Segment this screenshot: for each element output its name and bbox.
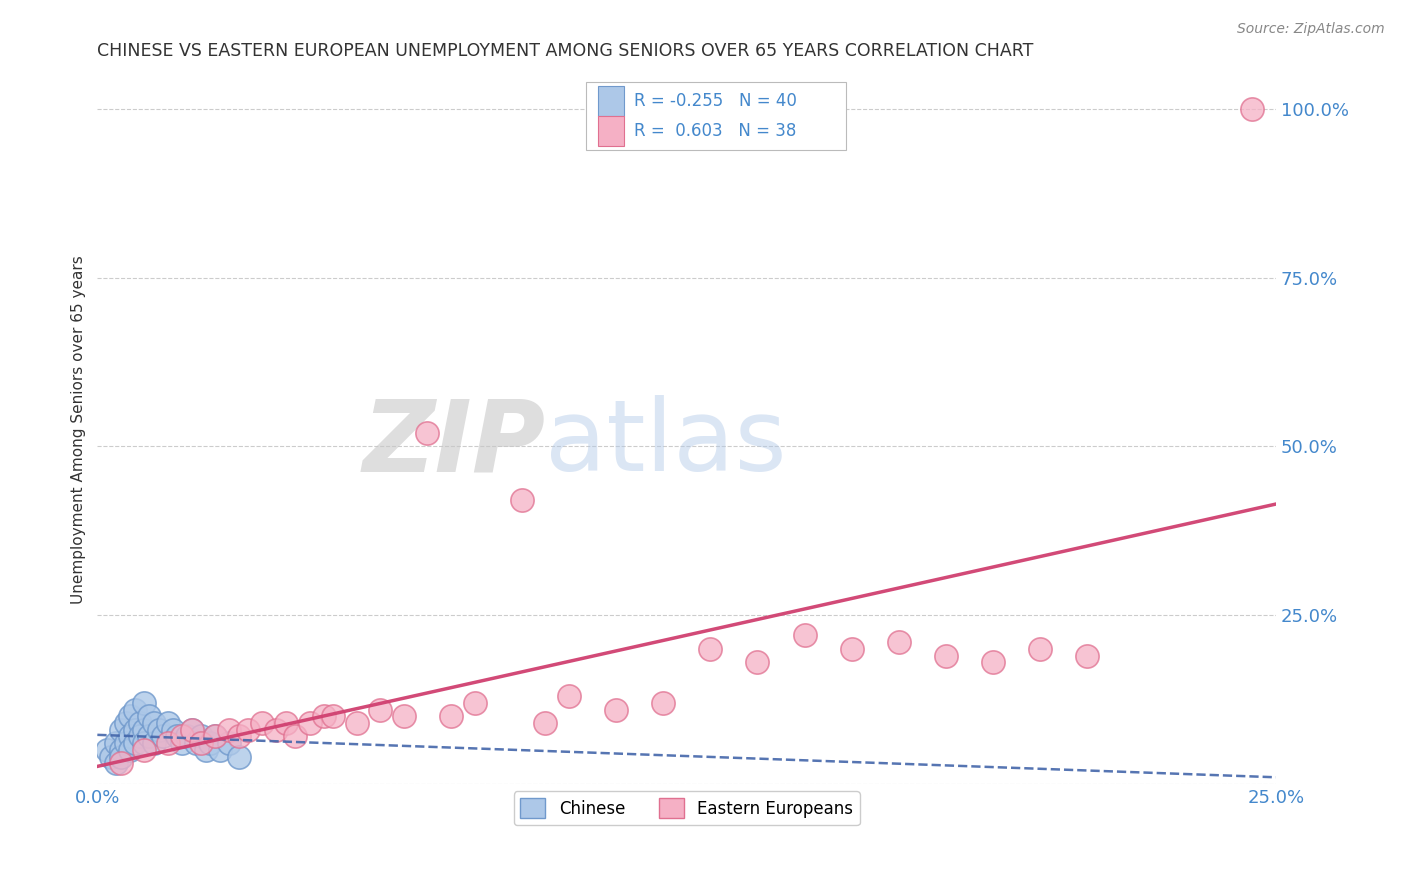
Point — [176, 730, 198, 744]
Point — [180, 723, 202, 737]
Text: Source: ZipAtlas.com: Source: ZipAtlas.com — [1237, 22, 1385, 37]
Point — [228, 749, 250, 764]
Text: atlas: atlas — [546, 395, 787, 492]
Point — [148, 723, 170, 737]
Point — [190, 736, 212, 750]
Point — [605, 702, 627, 716]
Point — [180, 723, 202, 737]
Point — [793, 628, 815, 642]
Point — [266, 723, 288, 737]
Point — [208, 743, 231, 757]
Point — [298, 716, 321, 731]
Point — [1241, 102, 1264, 116]
Point — [157, 716, 180, 731]
Point — [124, 702, 146, 716]
Point — [416, 425, 439, 440]
FancyBboxPatch shape — [599, 87, 624, 116]
Point — [120, 743, 142, 757]
Point — [114, 736, 136, 750]
Point — [392, 709, 415, 723]
Text: R =  0.603   N = 38: R = 0.603 N = 38 — [634, 121, 796, 140]
Point — [218, 723, 240, 737]
Point — [887, 635, 910, 649]
Point — [124, 723, 146, 737]
Y-axis label: Unemployment Among Seniors over 65 years: Unemployment Among Seniors over 65 years — [72, 255, 86, 604]
Point — [284, 730, 307, 744]
Point — [128, 730, 150, 744]
Point — [100, 749, 122, 764]
Point — [274, 716, 297, 731]
Legend: Chinese, Eastern Europeans: Chinese, Eastern Europeans — [513, 791, 859, 825]
Point — [138, 709, 160, 723]
Point — [194, 743, 217, 757]
Point — [1029, 641, 1052, 656]
Point — [981, 655, 1004, 669]
Point — [134, 743, 156, 757]
Point — [558, 689, 581, 703]
Point — [312, 709, 335, 723]
Point — [172, 730, 194, 744]
Point — [134, 736, 156, 750]
Point — [105, 736, 128, 750]
Point — [114, 716, 136, 731]
Point — [162, 723, 184, 737]
Point — [120, 730, 142, 744]
Point — [142, 736, 165, 750]
Point — [128, 716, 150, 731]
Point — [218, 736, 240, 750]
Point — [322, 709, 344, 723]
Point — [138, 730, 160, 744]
Point — [166, 730, 188, 744]
Point — [134, 696, 156, 710]
Point — [440, 709, 463, 723]
Point — [346, 716, 368, 731]
Point — [1076, 648, 1098, 663]
Point — [204, 730, 226, 744]
Point — [96, 743, 118, 757]
Point — [120, 709, 142, 723]
Point — [841, 641, 863, 656]
Point — [110, 723, 132, 737]
Point — [252, 716, 274, 731]
Point — [134, 723, 156, 737]
Text: CHINESE VS EASTERN EUROPEAN UNEMPLOYMENT AMONG SENIORS OVER 65 YEARS CORRELATION: CHINESE VS EASTERN EUROPEAN UNEMPLOYMENT… — [97, 42, 1033, 60]
Point — [747, 655, 769, 669]
Point — [110, 749, 132, 764]
Point — [699, 641, 721, 656]
Point — [152, 730, 174, 744]
Point — [368, 702, 391, 716]
Point — [105, 756, 128, 771]
Point — [935, 648, 957, 663]
Point — [124, 736, 146, 750]
Point — [142, 716, 165, 731]
Point — [228, 730, 250, 744]
Point — [110, 743, 132, 757]
Point — [204, 730, 226, 744]
Point — [110, 756, 132, 771]
Point — [238, 723, 260, 737]
Point — [186, 736, 208, 750]
Point — [463, 696, 485, 710]
Point — [510, 493, 533, 508]
Point — [157, 736, 180, 750]
Point — [172, 736, 194, 750]
Text: ZIP: ZIP — [363, 395, 546, 492]
Point — [200, 736, 222, 750]
FancyBboxPatch shape — [586, 82, 846, 150]
Point — [190, 730, 212, 744]
Point — [534, 716, 557, 731]
Point — [652, 696, 675, 710]
FancyBboxPatch shape — [599, 116, 624, 145]
Text: R = -0.255   N = 40: R = -0.255 N = 40 — [634, 92, 796, 110]
